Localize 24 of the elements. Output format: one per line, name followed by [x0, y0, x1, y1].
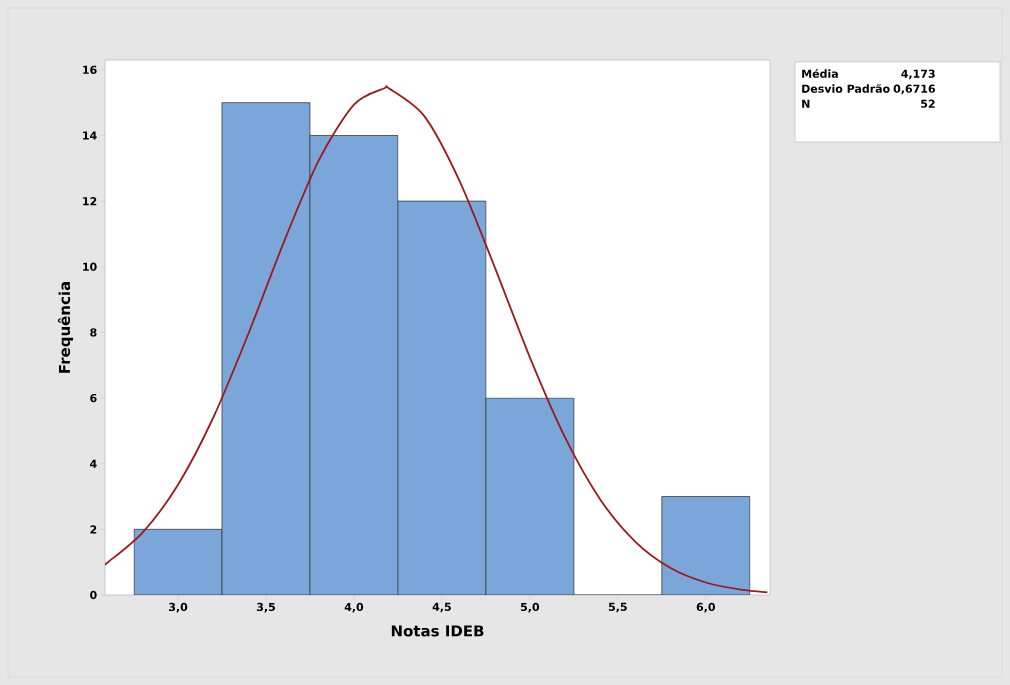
text: 4,173	[901, 69, 935, 80]
text: N	[802, 99, 810, 108]
text: Desvio Padrão	[802, 84, 890, 93]
y-tick-label: 16	[83, 65, 97, 74]
x-tick-label: 3,5	[256, 602, 275, 613]
y-tick-label: 2	[90, 525, 97, 534]
y-tick-label: 10	[83, 262, 97, 271]
y-tick-label: 6	[90, 393, 97, 403]
y-tick-label: 14	[83, 131, 97, 140]
y-tick-label: 8	[90, 328, 97, 337]
y-tick-label: 4	[90, 459, 97, 468]
y-tick-label: 12	[83, 197, 97, 206]
x-tick-label: 5,0	[520, 602, 540, 613]
text: 0,6716	[893, 84, 935, 95]
x-tick-label: 4,5	[432, 602, 451, 613]
text: Média	[802, 68, 838, 78]
x-tick-label: 3,0	[169, 602, 188, 613]
text: 52	[921, 99, 935, 108]
x-axis-title: Notas IDEB	[391, 625, 484, 637]
y-tick-label: 0	[90, 590, 97, 600]
x-tick-label: 6,0	[696, 602, 715, 613]
x-tick-label: 4,0	[344, 602, 364, 613]
y-axis-title: Frequência	[57, 282, 74, 373]
x-tick-label: 5,5	[608, 602, 627, 613]
